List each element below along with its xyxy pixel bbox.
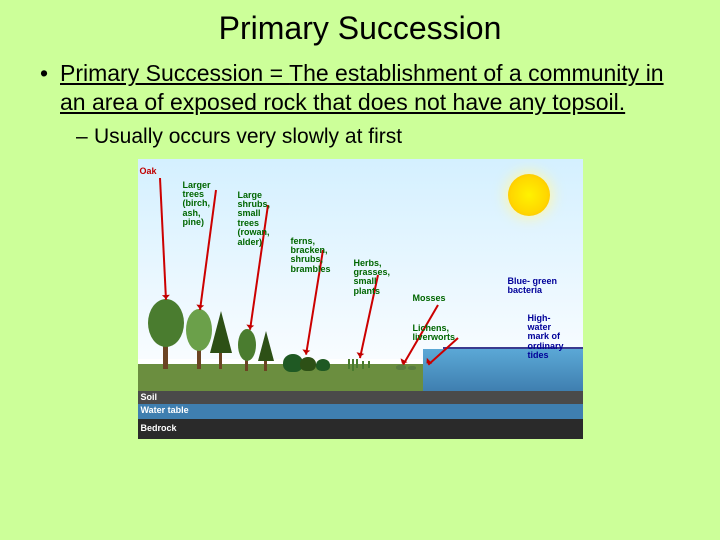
moss [408,366,416,370]
shrub [316,359,330,371]
slide: Primary Succession Primary Succession = … [0,0,720,540]
label-lichens: Lichens, liverworts [413,324,456,343]
bedrock-label: Bedrock [141,423,177,433]
label-mosses: Mosses [413,294,446,303]
label-highwater: High- water mark of ordinary tides [528,314,564,361]
grass [352,359,354,371]
label-large-shrubs: Large shrubs, small trees (rowan, alder) [238,191,271,248]
arrow-head-icon [161,294,169,298]
bullet-sub: Usually occurs very slowly at first [76,125,680,149]
soil-label: Soil [141,392,158,402]
label-oak: Oak [140,167,157,176]
arrow-head-icon [355,352,364,358]
grass [356,359,358,368]
tree-birch-1 [186,309,212,369]
sun-icon [508,174,550,216]
watertable-layer: Water table [138,404,583,419]
soil-layer: Soil [138,391,583,404]
bedrock-layer: Bedrock [138,419,583,439]
arrow-head-icon [245,324,253,329]
tree-oak-tree [148,299,184,369]
tree-rowan-1 [238,329,256,371]
label-larger-trees: Larger trees (birch, ash, pine) [183,181,211,228]
grass [368,361,370,368]
slide-title: Primary Succession [0,10,720,47]
label-ferns: ferns, bracken, shrubs, brambles [291,237,331,275]
watertable-label: Water table [141,405,189,415]
bullet-main: Primary Succession = The establishment o… [40,59,680,117]
tree-alder-1 [258,331,274,371]
label-bluegreen: Blue- green bacteria [508,277,558,296]
label-herbs: Herbs, grasses, small plants [354,259,391,297]
grass [362,361,364,369]
bullet-prefix: Primary Succession = [60,60,289,86]
arrow-head-icon [301,349,310,354]
shrub [300,357,316,371]
tree-pine-1 [210,311,232,369]
arrow-head-icon [195,304,203,309]
grass [348,359,350,369]
succession-diagram: Soil Water table Bedrock Oak Larger trees… [138,159,583,439]
